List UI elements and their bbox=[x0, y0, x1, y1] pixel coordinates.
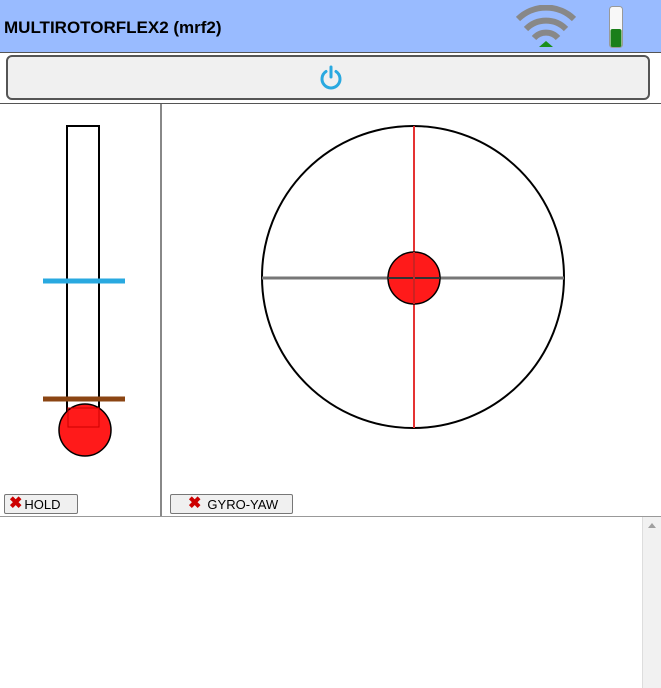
throttle-gauge bbox=[43, 125, 125, 457]
wifi-signal-icon bbox=[515, 5, 577, 47]
page-title: MULTIROTORFLEX2 (mrf2) bbox=[4, 18, 222, 37]
throttle-track bbox=[66, 125, 100, 427]
gyro-yaw-button[interactable]: ✖ GYRO-YAW bbox=[170, 494, 293, 514]
power-button[interactable] bbox=[6, 55, 650, 100]
scroll-up-arrow-icon[interactable] bbox=[648, 523, 656, 528]
log-area[interactable] bbox=[0, 517, 661, 688]
bottom-divider bbox=[0, 516, 661, 517]
power-icon bbox=[320, 65, 342, 90]
throttle-knob-inner bbox=[67, 407, 100, 428]
top-divider bbox=[0, 103, 661, 104]
throttle-knob[interactable] bbox=[58, 403, 112, 457]
gyro-yaw-label: GYRO-YAW bbox=[207, 496, 279, 512]
header-bar: MULTIROTORFLEX2 (mrf2) bbox=[0, 0, 661, 53]
joystick-panel bbox=[164, 104, 661, 516]
throttle-panel bbox=[0, 104, 162, 516]
joystick-area[interactable] bbox=[164, 104, 661, 516]
hold-button[interactable]: ✖ HOLD bbox=[4, 494, 78, 514]
close-x-icon: ✖ bbox=[188, 495, 202, 512]
battery-icon bbox=[609, 6, 623, 48]
hold-label: HOLD bbox=[24, 496, 61, 512]
scrollbar[interactable] bbox=[642, 517, 661, 688]
battery-fill bbox=[610, 29, 622, 47]
close-x-icon: ✖ bbox=[9, 495, 23, 512]
